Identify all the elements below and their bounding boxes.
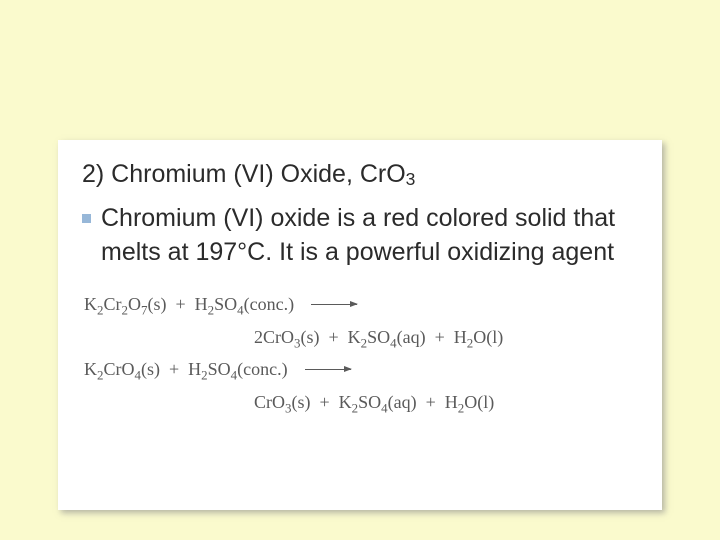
- bullet-item: Chromium (VI) oxide is a red colored sol…: [82, 202, 638, 270]
- bullet-square-icon: [82, 214, 91, 223]
- reaction-arrow-icon: [305, 369, 351, 370]
- equation-2-reactants-line: K2CrO4(s) + H2SO4(conc.): [84, 354, 636, 387]
- equation-1-products-line: 2CrO3(s) + K2SO4(aq) + H2O(l): [84, 322, 636, 355]
- reaction-arrow-icon: [311, 304, 357, 305]
- equation-2-products-line: CrO3(s) + K2SO4(aq) + H2O(l): [84, 387, 636, 420]
- bullet-text: Chromium (VI) oxide is a red colored sol…: [101, 202, 638, 270]
- equations-block: K2Cr2O7(s) + H2SO4(conc.) 2CrO3(s) + K2S…: [82, 283, 638, 421]
- slide-content: 2) Chromium (VI) Oxide, CrO3 Chromium (V…: [58, 140, 662, 434]
- equation-1-reactants-line: K2Cr2O7(s) + H2SO4(conc.): [84, 289, 636, 322]
- slide-card: 2) Chromium (VI) Oxide, CrO3 Chromium (V…: [58, 140, 662, 510]
- heading-text: 2) Chromium (VI) Oxide, CrO: [82, 160, 406, 188]
- heading-subscript: 3: [406, 169, 416, 189]
- slide-heading: 2) Chromium (VI) Oxide, CrO3: [82, 158, 638, 192]
